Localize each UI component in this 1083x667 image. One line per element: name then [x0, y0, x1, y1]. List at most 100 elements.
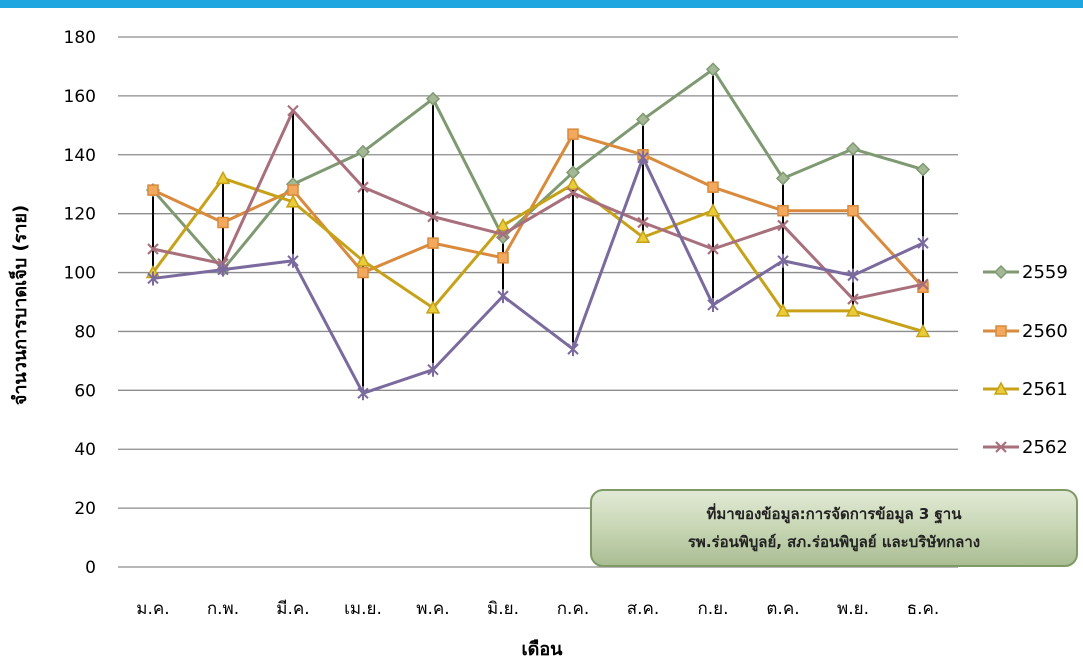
y-tick-label: 20 — [74, 499, 96, 519]
point-marker — [845, 141, 861, 156]
point-marker — [777, 253, 789, 268]
legend-label: 2561 — [1022, 379, 1068, 400]
point-marker — [427, 362, 439, 377]
point-marker — [147, 271, 159, 286]
top-accent-bar — [0, 0, 1083, 8]
legend-item: 2561 — [983, 379, 1068, 400]
point-marker — [357, 386, 369, 401]
point-marker — [707, 297, 719, 312]
grid-lines — [118, 36, 958, 568]
source-note-line-1: ที่มาของข้อมูล:การจัดการข้อมูล 3 ฐาน — [707, 503, 963, 524]
point-marker — [427, 210, 439, 223]
series-line — [152, 132, 925, 289]
point-marker — [147, 184, 159, 196]
series-2559 — [145, 62, 931, 277]
point-marker — [993, 381, 1009, 395]
high-low-lines — [152, 69, 924, 394]
legend-item: 2559 — [983, 262, 1068, 283]
point-marker — [425, 300, 441, 314]
point-marker — [915, 162, 931, 177]
y-tick-label: 140 — [64, 146, 96, 166]
point-marker — [847, 204, 859, 217]
point-marker — [215, 170, 231, 185]
series-line — [151, 67, 924, 272]
point-marker — [567, 128, 579, 140]
y-tick-label: 80 — [74, 322, 96, 342]
x-tick-label: มิ.ย. — [487, 599, 519, 619]
y-tick-label: 0 — [85, 558, 96, 578]
point-marker — [705, 203, 721, 217]
legend-label: 2560 — [1022, 321, 1068, 342]
point-marker — [355, 253, 371, 267]
point-marker — [287, 104, 299, 117]
point-marker — [775, 303, 791, 317]
point-marker — [707, 181, 719, 193]
point-marker — [285, 194, 301, 208]
point-marker — [355, 144, 371, 159]
point-marker — [565, 176, 581, 190]
x-tick-label: ก.ย. — [697, 599, 728, 619]
legend-item: 2562 — [983, 437, 1068, 458]
x-tick-label: พ.ย. — [837, 599, 869, 619]
point-marker — [777, 204, 789, 217]
x-tick-label: ธ.ค. — [907, 599, 940, 619]
x-tick-label: ส.ค. — [627, 599, 660, 619]
point-marker — [705, 62, 721, 77]
point-marker — [847, 293, 859, 305]
point-marker — [357, 181, 369, 193]
series-2561 — [145, 170, 931, 338]
point-marker — [995, 441, 1007, 453]
point-marker — [425, 91, 441, 106]
point-marker — [637, 150, 649, 165]
point-marker — [357, 266, 369, 279]
point-marker — [917, 236, 929, 251]
series-line — [152, 156, 924, 395]
point-marker — [635, 112, 651, 127]
point-marker — [217, 262, 229, 277]
legend-label: 2562 — [1022, 437, 1068, 458]
series-line — [151, 176, 924, 333]
point-marker — [845, 303, 861, 317]
legend-label: 2559 — [1022, 262, 1068, 283]
y-tick-label: 40 — [74, 440, 96, 460]
x-tick-label: มี.ค. — [276, 599, 309, 619]
point-marker — [635, 229, 651, 243]
y-tick-label: 60 — [74, 381, 96, 401]
point-marker — [915, 323, 931, 338]
point-marker — [917, 278, 929, 291]
point-marker — [993, 264, 1009, 280]
x-tick-label: พ.ค. — [416, 599, 449, 619]
x-axis-title: เดือน — [522, 639, 564, 660]
point-marker — [775, 171, 791, 186]
point-marker — [707, 243, 719, 255]
series-layer — [145, 62, 931, 401]
y-tick-label: 180 — [64, 28, 96, 48]
point-marker — [567, 187, 579, 199]
point-marker — [567, 342, 579, 357]
source-note-line-2: รพ.ร่อนพิบูลย์, สภ.ร่อนพิบูลย์ และบริษัท… — [688, 533, 980, 552]
y-tick-labels: 0 20 40 60 80 100 120 140 160 180 — [64, 28, 96, 578]
point-marker — [917, 281, 929, 294]
x-tick-label: ต.ค. — [766, 599, 799, 619]
point-marker — [287, 184, 299, 196]
y-tick-label: 160 — [64, 87, 96, 107]
point-marker — [427, 237, 439, 249]
point-marker — [497, 252, 509, 264]
point-marker — [287, 253, 299, 268]
point-marker — [995, 325, 1007, 337]
source-note-box: ที่มาของข้อมูล:การจัดการข้อมูล 3 ฐาน รพ.… — [590, 489, 1078, 567]
legend: 25592560256125622563 — [983, 262, 1068, 517]
point-marker — [847, 268, 859, 283]
x-tick-label: ม.ค. — [136, 599, 169, 619]
x-tick-label: ก.ค. — [557, 599, 589, 619]
y-tick-label: 100 — [64, 264, 96, 284]
point-marker — [495, 217, 511, 232]
point-marker — [217, 216, 229, 229]
legend-item: 2560 — [983, 321, 1068, 342]
y-tick-label: 120 — [64, 205, 96, 225]
x-tick-label: เม.ย. — [344, 599, 382, 619]
x-tick-labels: ม.ค. ก.พ. มี.ค. เม.ย. พ.ค. มิ.ย. ก.ค. ส.ค. ก.ย. ต… — [136, 599, 939, 619]
point-marker — [637, 216, 649, 229]
